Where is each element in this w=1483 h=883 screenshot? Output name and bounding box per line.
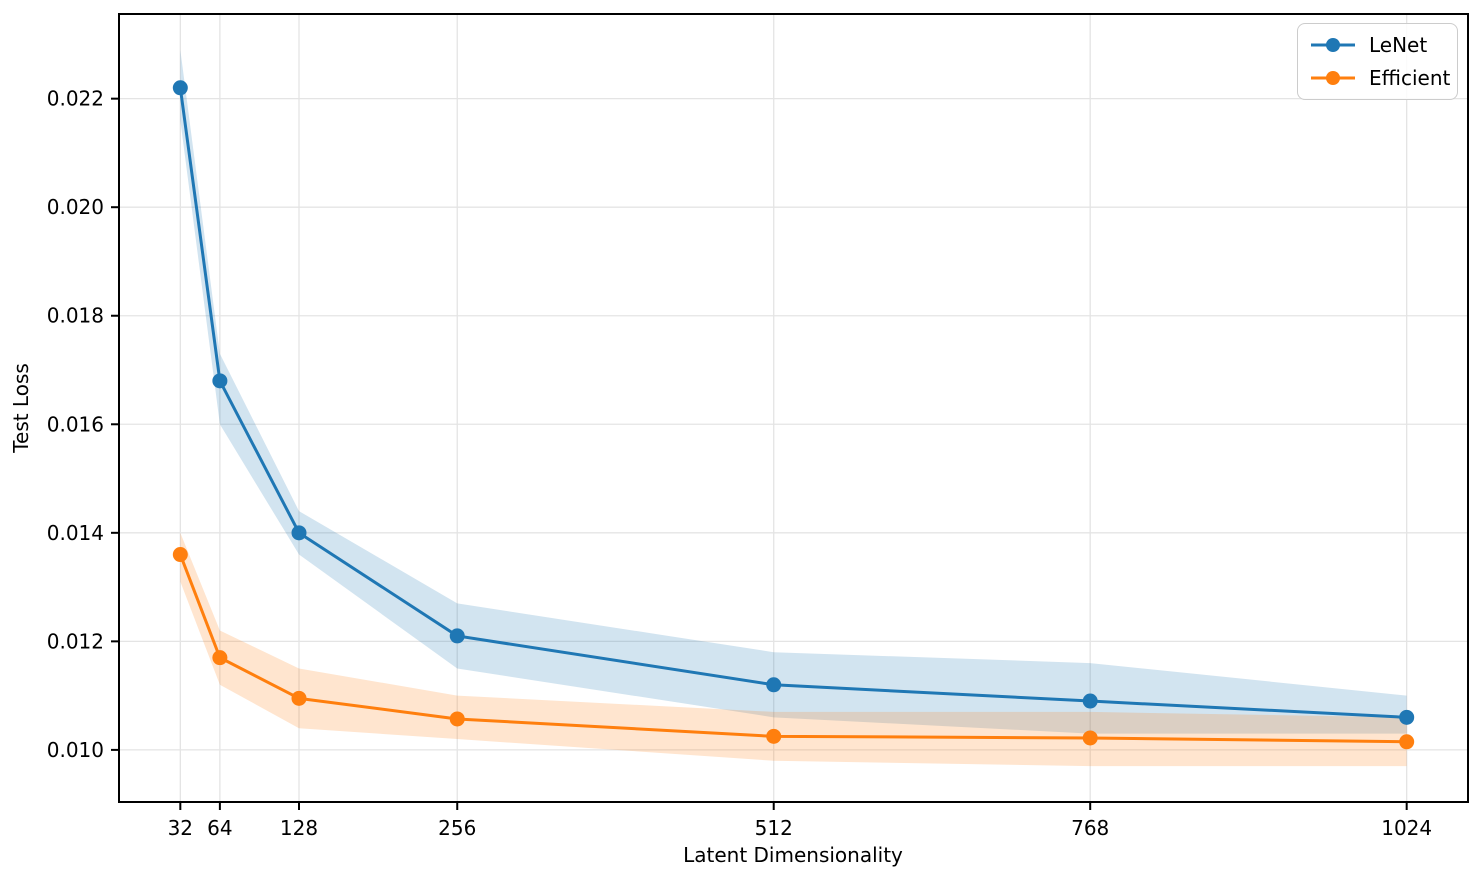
legend-item-efficient: Efficient bbox=[1310, 66, 1450, 90]
marker-lenet bbox=[291, 525, 307, 541]
band-lenet bbox=[180, 49, 1407, 734]
x-tick-label: 1024 bbox=[1381, 816, 1432, 840]
x-tick-label: 512 bbox=[755, 816, 793, 840]
marker-efficient bbox=[449, 711, 465, 727]
x-tick-label: 32 bbox=[168, 816, 193, 840]
ticks: 32 64 128 256 512 768 1024 0.010 0.012 0.014 0.016… bbox=[47, 87, 1432, 840]
series-efficient bbox=[172, 547, 1415, 750]
band-efficient bbox=[180, 532, 1407, 767]
y-tick-label: 0.018 bbox=[47, 304, 104, 328]
marker-lenet bbox=[1082, 693, 1098, 709]
marker-efficient bbox=[291, 690, 307, 706]
legend-swatch-line-marker-icon bbox=[1311, 71, 1355, 85]
marker-lenet bbox=[172, 80, 188, 96]
line-lenet bbox=[178, 87, 1407, 719]
plot-border bbox=[118, 13, 1469, 803]
x-axis-label: Latent Dimensionality bbox=[683, 843, 903, 867]
x-tick-label: 256 bbox=[438, 816, 476, 840]
y-axis-label: Test Loss bbox=[9, 363, 33, 453]
marker-efficient bbox=[1082, 730, 1098, 746]
legend-item-lenet: LeNet bbox=[1310, 33, 1445, 57]
y-tick-label: 0.012 bbox=[47, 629, 104, 653]
legend-label-lenet: LeNet bbox=[1369, 33, 1428, 57]
marker-lenet bbox=[1399, 709, 1415, 725]
marker-lenet bbox=[449, 628, 465, 644]
marker-efficient bbox=[212, 650, 228, 666]
marker-efficient bbox=[172, 547, 188, 563]
x-tick-label: 128 bbox=[280, 816, 318, 840]
x-tick-label: 768 bbox=[1071, 816, 1109, 840]
x-tick-label: 64 bbox=[207, 816, 232, 840]
legend-label-efficient: Efficient bbox=[1369, 66, 1451, 90]
y-tick-label: 0.014 bbox=[47, 521, 104, 545]
marker-lenet bbox=[212, 373, 228, 389]
grid bbox=[119, 14, 1468, 802]
legend: LeNet Efficient bbox=[1297, 23, 1458, 100]
y-tick-label: 0.010 bbox=[47, 738, 104, 762]
marker-efficient bbox=[766, 728, 782, 744]
y-tick-label: 0.020 bbox=[47, 195, 104, 219]
legend-swatch-line-marker-icon bbox=[1311, 38, 1355, 52]
series-lenet bbox=[172, 80, 1415, 725]
marker-lenet bbox=[766, 677, 782, 693]
marker-efficient bbox=[1399, 734, 1415, 750]
y-tick-label: 0.022 bbox=[47, 87, 104, 111]
y-tick-label: 0.016 bbox=[47, 412, 104, 436]
